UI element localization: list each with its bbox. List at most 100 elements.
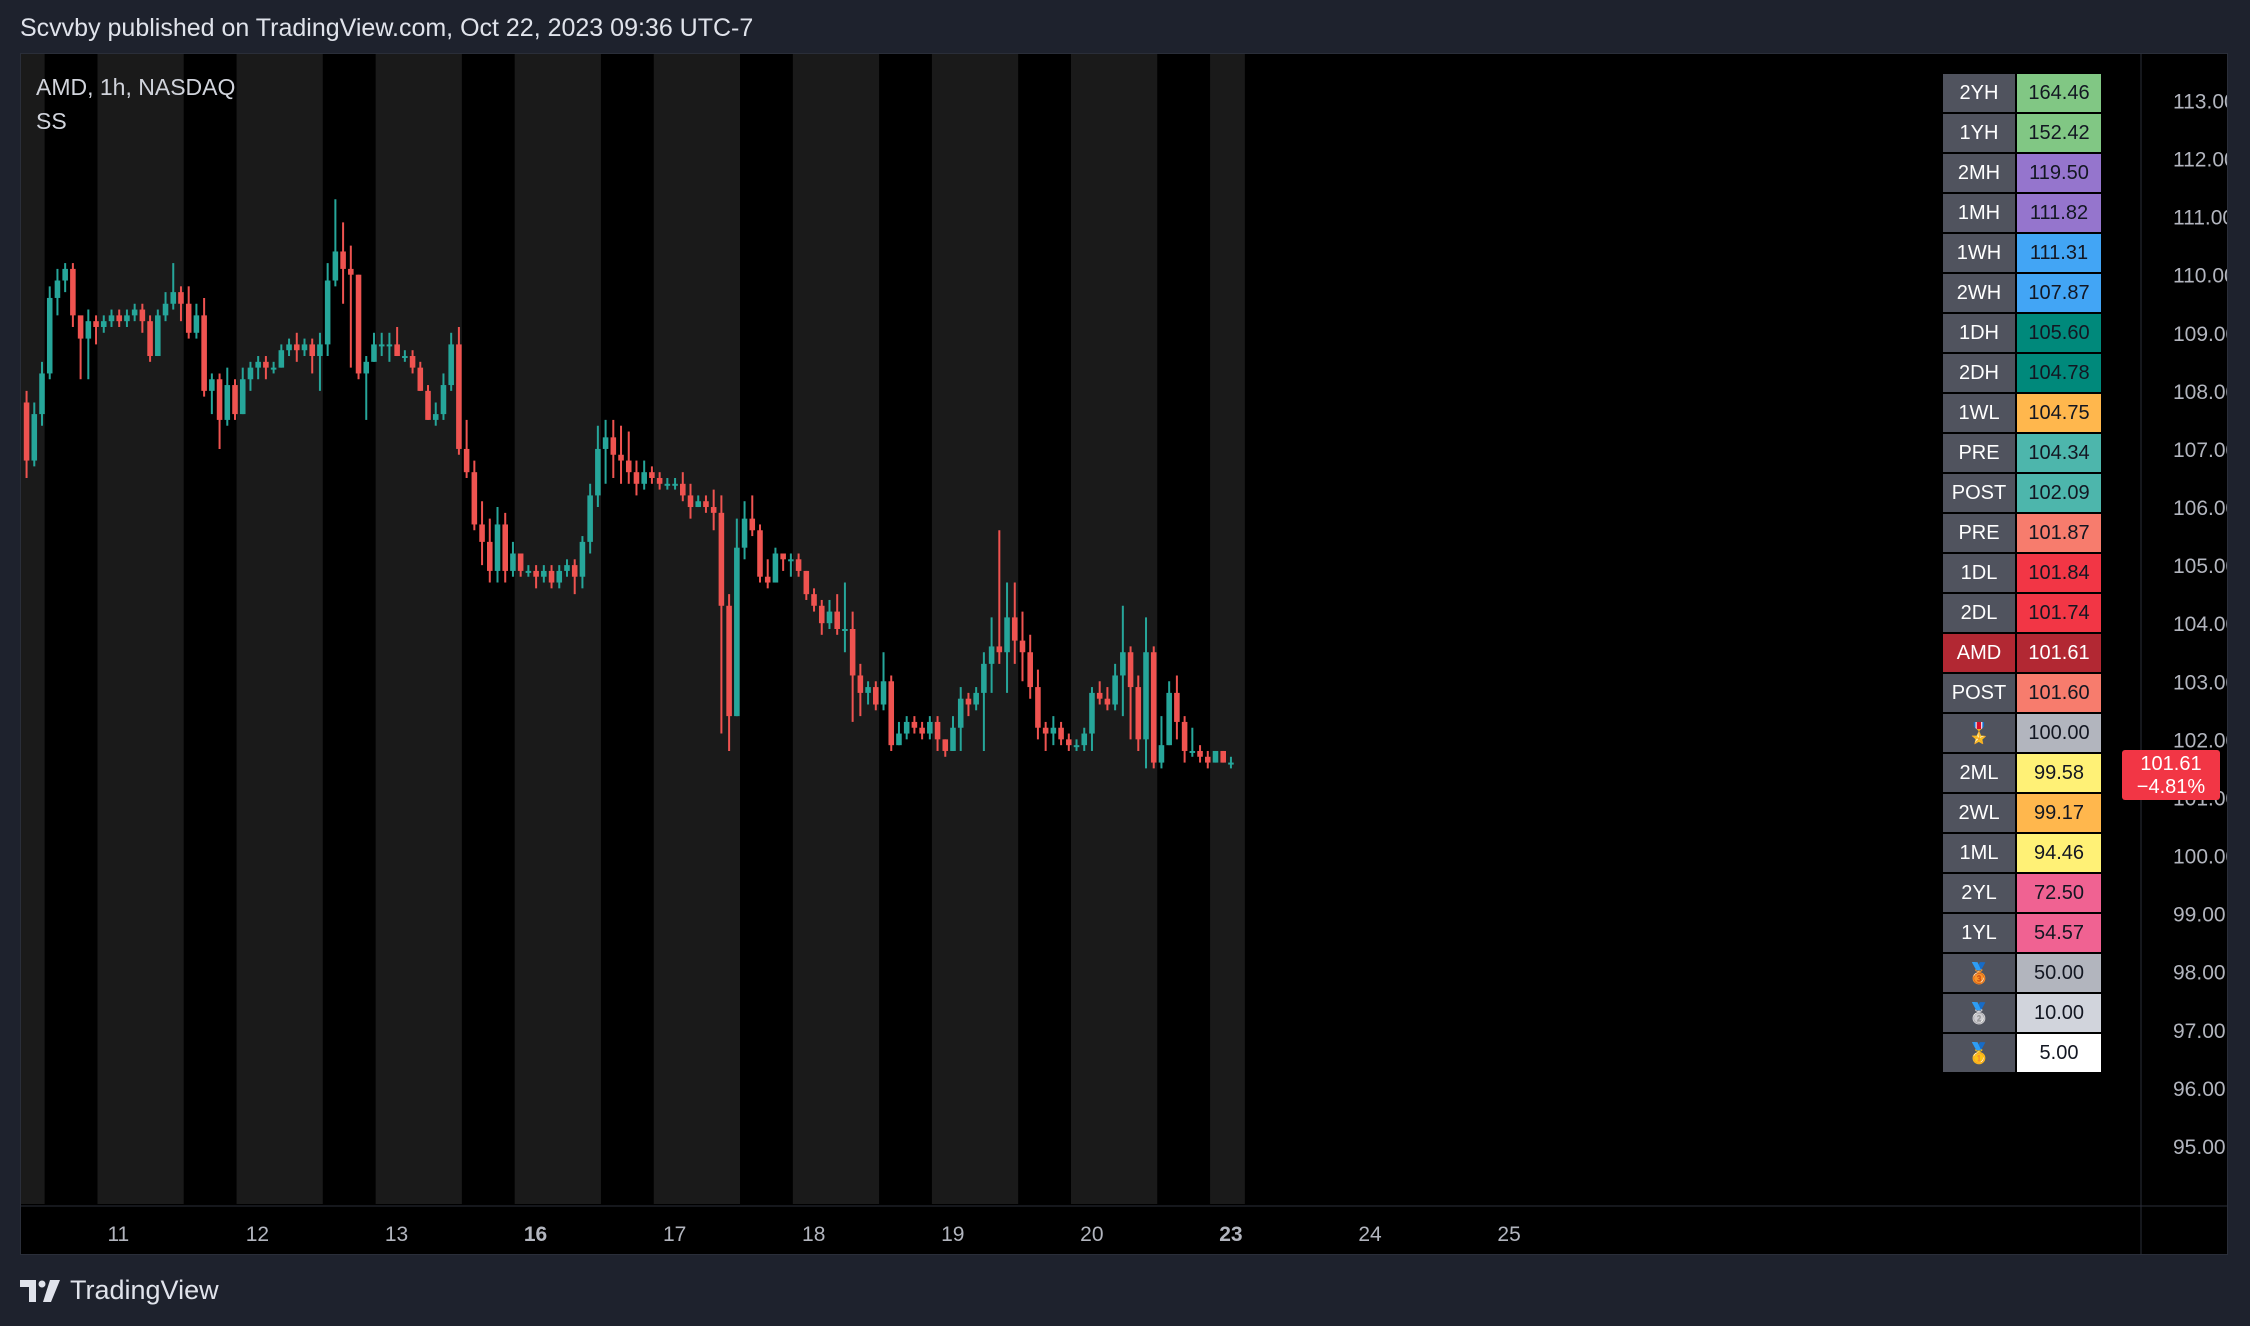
candle — [1174, 675, 1180, 740]
candle-body — [1197, 750, 1203, 757]
level-label: PRE — [1943, 434, 2015, 472]
candle-body — [1212, 750, 1219, 763]
candle-body — [100, 321, 107, 327]
candle — [1089, 687, 1095, 751]
candle — [510, 541, 516, 577]
candle-body — [710, 507, 717, 513]
candle-body — [293, 344, 300, 351]
candle-body — [988, 646, 995, 664]
candle — [950, 716, 956, 751]
price-tick-label: 95.00 — [2173, 1136, 2226, 1159]
candle-body — [1112, 675, 1118, 705]
candle — [1096, 681, 1103, 705]
level-label: 2MH — [1943, 154, 2015, 192]
session-band — [97, 54, 184, 1204]
candle — [1197, 745, 1203, 763]
indicator-title[interactable]: SS — [36, 108, 67, 134]
level-label: 1MH — [1943, 194, 2015, 232]
candle-body — [263, 361, 269, 368]
candle — [1073, 739, 1080, 751]
candle-body — [780, 553, 786, 560]
level-label: 2YL — [1943, 874, 2015, 912]
candle-body — [602, 437, 609, 449]
level-value: 99.58 — [2017, 754, 2101, 792]
candle — [216, 373, 223, 449]
candle — [131, 303, 138, 322]
price-tick-label: 96.00 — [2173, 1078, 2226, 1101]
candle-body — [957, 698, 964, 728]
candle-body — [239, 379, 246, 415]
candle-body — [216, 379, 223, 420]
candle — [1158, 716, 1165, 769]
candle — [456, 326, 462, 455]
candle-body — [1073, 745, 1080, 748]
candle — [108, 309, 115, 327]
level-row: 1WL 104.75 — [1943, 394, 2101, 432]
level-value: 164.46 — [2017, 74, 2101, 112]
candle — [1127, 646, 1134, 740]
candle-body — [981, 663, 987, 693]
candle-body — [147, 321, 153, 357]
candle — [355, 274, 362, 380]
candle-body — [1174, 692, 1180, 722]
footer-brand[interactable]: TradingView — [20, 1275, 219, 1306]
chart-legend[interactable]: AMD, 1h, NASDAQ SS — [36, 70, 235, 138]
candle — [1104, 687, 1111, 711]
level-label: 🥇 — [1943, 1034, 2015, 1072]
candle-body — [1143, 652, 1149, 740]
candle — [1066, 733, 1072, 751]
candle — [1027, 634, 1033, 699]
price-tick-label: 109.00 — [2173, 323, 2227, 346]
candle — [788, 553, 794, 577]
candle-body — [378, 344, 385, 347]
level-value: 104.78 — [2017, 354, 2101, 392]
candle — [1143, 617, 1149, 769]
candle-body — [1011, 617, 1018, 641]
candle — [278, 344, 285, 368]
candle-body — [533, 570, 539, 577]
candle-body — [1181, 721, 1188, 751]
price-tick-label: 104.00 — [2173, 613, 2227, 636]
candle — [1042, 721, 1049, 751]
level-label: 2ML — [1943, 754, 2015, 792]
time-axis[interactable]: 11 12 13 16 17 18 19 20 23 24 25 — [21, 1205, 2227, 1246]
candle-body — [247, 367, 254, 380]
level-value: 99.17 — [2017, 794, 2101, 832]
candles — [23, 199, 1234, 769]
price-axis[interactable]: 113.00 112.00 111.00 110.00 109.00 108.00 107.… — [2140, 54, 2227, 1254]
candle — [703, 495, 709, 513]
session-band — [514, 54, 601, 1204]
candle — [965, 692, 972, 717]
candle-body — [618, 454, 624, 461]
candle — [139, 303, 146, 333]
footer-brand-text: TradingView — [70, 1275, 219, 1305]
candle — [873, 681, 879, 711]
level-label: POST — [1943, 674, 2015, 712]
candle-body — [139, 309, 146, 322]
candle — [803, 570, 810, 600]
candle-body — [680, 483, 686, 496]
level-row: 1DL 101.84 — [1943, 554, 2101, 592]
candle — [927, 716, 933, 740]
candlestick-chart[interactable]: 113.00 112.00 111.00 110.00 109.00 108.00 107.… — [21, 54, 2227, 1254]
level-value: 100.00 — [2017, 714, 2101, 752]
candle-body — [224, 385, 231, 420]
level-label: 2WH — [1943, 274, 2015, 312]
candle-body — [1166, 692, 1172, 746]
level-row: 🥉 50.00 — [1943, 954, 2101, 992]
candle-body — [255, 361, 261, 368]
candle — [324, 263, 331, 357]
candle — [77, 315, 84, 380]
chart-pane[interactable]: 113.00 112.00 111.00 110.00 109.00 108.00 107.… — [20, 53, 2228, 1255]
candle — [764, 559, 771, 589]
level-value: 111.31 — [2017, 234, 2101, 272]
candle — [571, 559, 578, 595]
candle — [386, 332, 393, 362]
candle — [340, 222, 346, 304]
symbol-title[interactable]: AMD, 1h, NASDAQ — [36, 74, 236, 100]
candle — [209, 373, 215, 415]
candle — [610, 419, 617, 478]
candle — [641, 460, 647, 490]
candle-body — [1089, 692, 1095, 734]
level-row: 1MH 111.82 — [1943, 194, 2101, 232]
